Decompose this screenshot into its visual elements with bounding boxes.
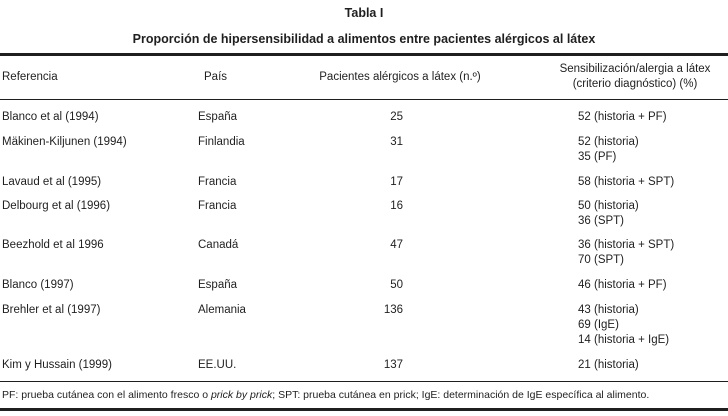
- sensibilizacion-line: 21 (historia): [578, 359, 639, 371]
- cell-pacientes: 47: [390, 239, 403, 251]
- header-sensibilizacion-line2: (criterio diagnóstico) (%): [572, 78, 698, 90]
- header-sensibilizacion-line1: Sensibilización/alergia a látex: [559, 63, 711, 75]
- top-rule: [0, 53, 728, 56]
- cell-pais: España: [198, 279, 238, 291]
- sensibilizacion-line: 36 (SPT): [578, 215, 625, 227]
- cell-sensibilizacion: 46 (historia + PF): [578, 278, 667, 293]
- cell-sensibilizacion: 58 (historia + SPT): [578, 175, 674, 190]
- sensibilizacion-line: 35 (PF): [578, 151, 617, 163]
- bottom-rule: [0, 381, 728, 382]
- cell-pacientes: 16: [390, 200, 403, 212]
- cell-pais: Francia: [198, 200, 237, 212]
- cell-pais: Alemania: [198, 304, 246, 316]
- footnote-part1: PF: prueba cutánea con el alimento fresc…: [2, 389, 211, 401]
- cell-referencia: Mäkinen-Kiljunen (1994): [2, 136, 127, 148]
- cell-pais: Francia: [198, 176, 237, 188]
- footnote-part2: ; SPT: prueba cutánea en prick; IgE: det…: [272, 389, 650, 401]
- header-pacientes: Pacientes alérgicos a látex (n.º): [319, 71, 481, 83]
- cell-sensibilizacion: 36 (historia + SPT) 70 (SPT): [578, 238, 674, 268]
- table-title: Tabla I: [344, 6, 384, 20]
- sensibilizacion-line: 52 (historia + PF): [578, 111, 667, 123]
- cell-pacientes: 25: [390, 111, 403, 123]
- cell-pacientes: 136: [383, 304, 403, 316]
- cell-pais: Canadá: [198, 239, 239, 251]
- cell-referencia: Brehler et al (1997): [2, 304, 101, 316]
- sensibilizacion-line: 43 (historia): [578, 304, 639, 316]
- cell-referencia: Blanco (1997): [2, 279, 74, 291]
- header-sensibilizacion: Sensibilización/alergia a látex (criteri…: [540, 62, 728, 92]
- sensibilizacion-line: 46 (historia + PF): [578, 279, 667, 291]
- cell-sensibilizacion: 50 (historia) 36 (SPT): [578, 199, 639, 229]
- header-rule: [0, 99, 728, 100]
- footnote-italic: prick by prick: [210, 389, 273, 401]
- cell-referencia: Kim y Hussain (1999): [2, 359, 112, 371]
- table-subtitle: Proporción de hipersensibilidad a alimen…: [132, 32, 596, 46]
- sensibilizacion-line: 14 (historia + IgE): [578, 334, 670, 346]
- cell-pacientes: 31: [390, 136, 403, 148]
- cell-sensibilizacion: 52 (historia) 35 (PF): [578, 135, 639, 165]
- cell-pacientes: 137: [383, 359, 403, 371]
- sensibilizacion-line: 70 (SPT): [578, 254, 625, 266]
- sensibilizacion-line: 69 (IgE): [578, 319, 619, 331]
- cell-sensibilizacion: 43 (historia) 69 (IgE) 14 (historia + IgE): [578, 303, 669, 348]
- header-pais: País: [204, 71, 228, 83]
- cell-pais: EE.UU.: [198, 359, 237, 371]
- table-footnote: PF: prueba cutánea con el alimento fresc…: [2, 389, 649, 402]
- header-referencia: Referencia: [2, 71, 58, 83]
- cell-referencia: Delbourg et al (1996): [2, 200, 111, 212]
- cell-pais: España: [198, 111, 238, 123]
- cell-referencia: Lavaud et al (1995): [2, 176, 102, 188]
- cell-referencia: Blanco et al (1994): [2, 111, 99, 123]
- sensibilizacion-line: 58 (historia + SPT): [578, 176, 675, 188]
- cell-pacientes: 17: [390, 176, 403, 188]
- sensibilizacion-line: 52 (historia): [578, 136, 639, 148]
- cell-pais: Finlandia: [198, 136, 245, 148]
- sensibilizacion-line: 36 (historia + SPT): [578, 239, 675, 251]
- cell-referencia: Beezhold et al 1996: [2, 239, 104, 251]
- sensibilizacion-line: 50 (historia): [578, 200, 639, 212]
- cell-pacientes: 50: [390, 279, 403, 291]
- cell-sensibilizacion: 21 (historia): [578, 358, 639, 373]
- cell-sensibilizacion: 52 (historia + PF): [578, 110, 667, 125]
- final-rule: [0, 408, 728, 411]
